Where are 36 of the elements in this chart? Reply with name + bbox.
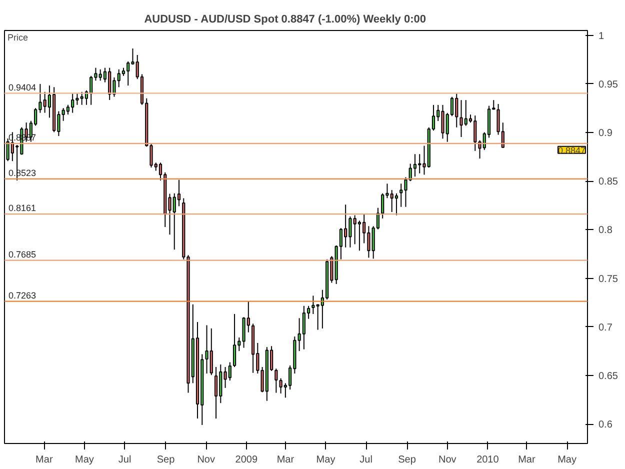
x-tick-label: May: [316, 454, 336, 466]
y-axis-title: Price: [8, 32, 28, 42]
ref-line-label: 0.9404: [8, 82, 36, 92]
x-tick-label: Nov: [438, 454, 456, 466]
y-tick-label: 0.75: [598, 274, 618, 285]
candlestick: [312, 295, 315, 314]
y-tick-label: 0.7: [598, 322, 613, 334]
candlestick: [232, 313, 236, 368]
x-tick-label: Mar: [518, 454, 536, 466]
x-tick-label: Mar: [36, 454, 54, 466]
y-tick-label: 0.85: [598, 176, 618, 188]
ref-line-label: 0.8161: [8, 203, 36, 214]
x-tick-label: 2010: [476, 454, 500, 466]
y-tick-label: 0.95: [598, 79, 618, 90]
y-tick-label: 0.65: [598, 370, 618, 382]
candlestick: [214, 366, 218, 420]
x-tick-label: Sep: [398, 454, 416, 466]
x-tick-label: 2009: [235, 454, 258, 466]
candlestick: [274, 368, 278, 394]
x-tick-label: Jul: [360, 454, 372, 466]
x-tick-label: May: [75, 454, 94, 466]
x-tick-label: Jul: [118, 454, 132, 466]
ref-line-label: 0.7685: [8, 249, 36, 260]
candlestick: [394, 192, 398, 216]
x-tick-label: Nov: [197, 454, 216, 466]
candlestick: [358, 220, 362, 252]
y-tick-label: 1: [598, 30, 604, 42]
y-tick-label: 0.8: [598, 225, 613, 236]
candlestick: [413, 154, 417, 178]
x-tick-label: Sep: [156, 454, 176, 466]
x-tick-label: Mar: [276, 454, 295, 466]
x-tick-label: May: [558, 454, 576, 466]
ref-line-label: 0.7263: [8, 290, 36, 300]
y-tick-label: 0.9: [598, 128, 613, 140]
y-tick-label: 0.6: [598, 420, 613, 431]
chart-title: AUDUSD - AUD/USD Spot 0.8847 (-1.00%) Weekly 0:00: [144, 14, 426, 26]
